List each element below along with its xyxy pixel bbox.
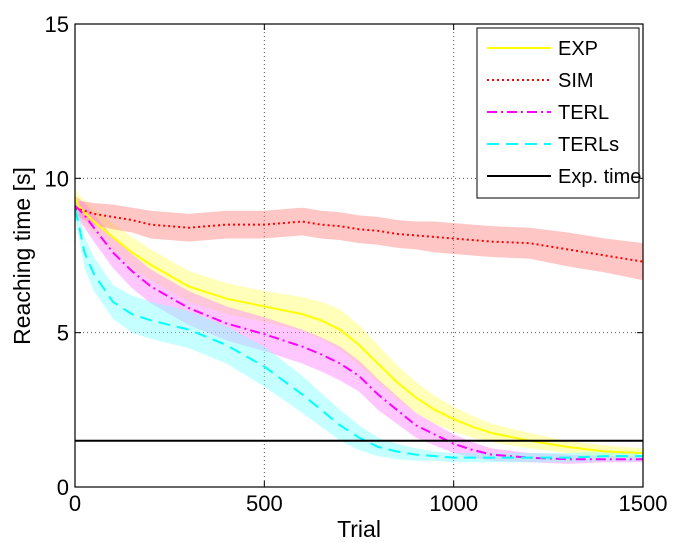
legend-label-terls: TERLs [558,134,619,156]
y-tick-label: 5 [57,321,69,346]
series-line-terl [74,205,643,461]
y-axis-label: Reaching time [s] [9,167,35,345]
grid-lines [75,24,643,487]
axis-ticks: 0 500 1000 1500 0 5 10 15 [45,12,668,516]
series-line-exp [74,196,644,455]
y-tick-label: 15 [45,12,69,37]
legend-box [476,27,640,199]
x-tick-label: 1500 [619,491,668,516]
confidence-bands [75,187,643,464]
x-tick-label: 0 [69,491,81,516]
legend-label-exp-time: Exp. time [558,166,641,188]
band-terls [75,199,643,463]
legend-label-sim: SIM [558,70,594,92]
x-axis-label: Trial [337,516,381,542]
legend: EXP SIM TERL TERLs Exp. time [476,27,641,199]
y-tick-label: 10 [45,166,69,191]
series-lines [74,196,644,461]
series-line-terls [74,208,643,459]
y-tick-label: 0 [57,475,69,500]
plot-frame [74,23,644,488]
legend-label-terl: TERL [558,102,609,124]
band-sim [75,201,643,281]
x-tick-label: 1000 [429,491,478,516]
x-tick-label: 500 [246,491,283,516]
legend-label-exp: EXP [558,38,598,60]
